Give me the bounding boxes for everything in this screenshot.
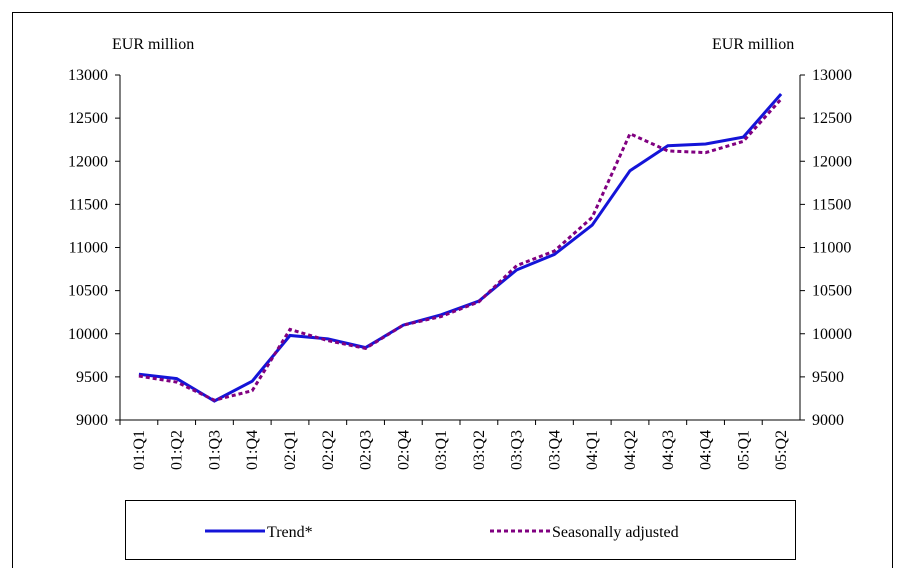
- x-tick-label: 01:Q3: [206, 430, 223, 470]
- x-tick-label: 05:Q2: [773, 430, 790, 470]
- y-tick-label: 9500: [76, 369, 108, 386]
- x-tick-label: 05:Q1: [735, 430, 752, 470]
- legend-box: [125, 500, 796, 560]
- y2-tick-label: 11500: [812, 196, 851, 213]
- y-tick-label: 10500: [68, 283, 108, 300]
- x-tick-label: 03:Q3: [509, 430, 526, 470]
- y-tick-label: 11500: [69, 196, 108, 213]
- legend-label: Trend*: [267, 524, 313, 541]
- x-tick-label: 02:Q1: [282, 430, 299, 470]
- x-tick-label: 01:Q4: [244, 430, 261, 470]
- x-tick-label: 04:Q3: [660, 430, 677, 470]
- y2-tick-label: 10000: [812, 326, 852, 343]
- y2-tick-label: 9500: [812, 369, 844, 386]
- x-tick-label: 04:Q2: [622, 430, 639, 470]
- series-line: [138, 98, 783, 402]
- y2-axis-label: EUR million: [712, 36, 794, 53]
- y-tick-label: 9000: [76, 412, 108, 429]
- y2-tick-label: 12000: [812, 153, 852, 170]
- y2-tick-label: 12500: [812, 110, 852, 127]
- y2-tick-label: 13000: [812, 67, 852, 84]
- x-tick-label: 02:Q4: [395, 430, 412, 470]
- y2-tick-label: 11000: [812, 240, 851, 257]
- x-tick-label: 04:Q4: [698, 430, 715, 470]
- x-tick-label: 02:Q3: [358, 430, 375, 470]
- series-line: [138, 93, 783, 403]
- y-tick-label: 13000: [68, 67, 108, 84]
- x-tick-label: 03:Q1: [433, 430, 450, 470]
- x-tick-label: 01:Q2: [169, 430, 186, 470]
- x-tick-label: 02:Q2: [320, 430, 337, 470]
- y-tick-label: 12000: [68, 153, 108, 170]
- y-tick-label: 11000: [69, 240, 108, 257]
- y2-tick-label: 9000: [812, 412, 844, 429]
- x-tick-label: 04:Q1: [584, 430, 601, 470]
- x-tick-label: 03:Q2: [471, 430, 488, 470]
- y-tick-label: 10000: [68, 326, 108, 343]
- x-tick-label: 01:Q1: [131, 430, 148, 470]
- y-axis-label: EUR million: [112, 36, 194, 53]
- y2-tick-label: 10500: [812, 283, 852, 300]
- frame: [12, 12, 893, 573]
- x-tick-label: 03:Q4: [546, 430, 563, 470]
- y-tick-label: 12500: [68, 110, 108, 127]
- legend-label: Seasonally adjusted: [552, 524, 679, 541]
